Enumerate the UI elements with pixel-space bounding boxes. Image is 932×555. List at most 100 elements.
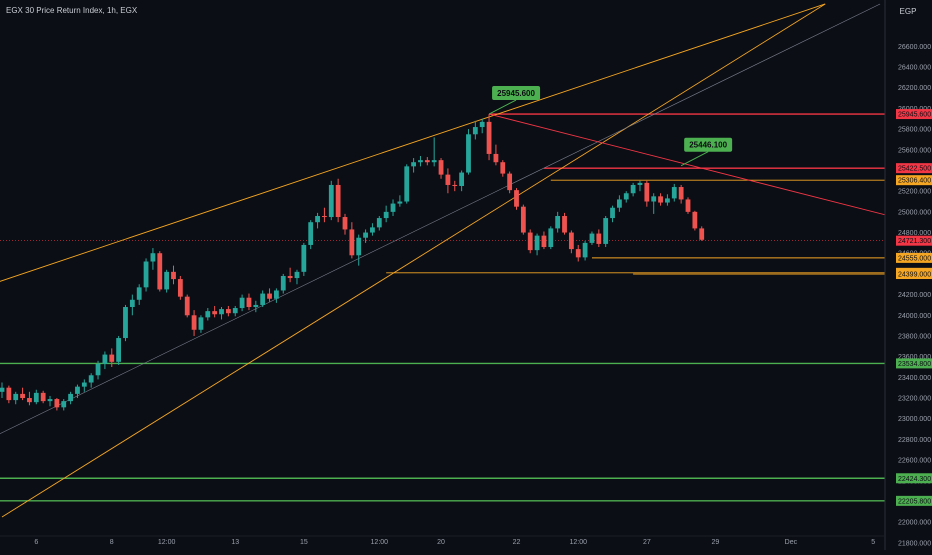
candle-body <box>349 229 355 256</box>
price-tag-label: 24399.000 <box>898 272 931 279</box>
price-tag-label: 25422.500 <box>898 166 931 173</box>
candle-body <box>164 271 170 290</box>
trend-line[interactable] <box>0 3 881 439</box>
candle-body <box>548 228 554 248</box>
candle-body <box>418 160 423 163</box>
candle-body <box>75 386 80 394</box>
trend-line[interactable] <box>0 3 826 285</box>
candle-body <box>246 297 252 308</box>
candle-body <box>459 172 465 186</box>
y-tick-label: 25200.000 <box>898 189 931 196</box>
candle-body <box>102 354 108 364</box>
candle-body <box>129 299 135 308</box>
y-tick-label: 26600.000 <box>898 44 931 51</box>
candle-body <box>383 211 389 219</box>
price-tag-label: 22205.800 <box>898 498 931 505</box>
candle-body <box>109 354 115 362</box>
y-tick-label: 24200.000 <box>898 292 931 299</box>
y-tick-label: 24800.000 <box>898 230 931 237</box>
y-tick-label: 23200.000 <box>898 396 931 403</box>
candle-body <box>280 275 286 291</box>
price-tag-label: 24721.300 <box>898 238 931 245</box>
candle-body <box>582 242 588 258</box>
candle-body <box>177 279 183 297</box>
candle-body <box>555 215 561 229</box>
candle-body <box>253 304 259 308</box>
candles <box>0 114 705 411</box>
candle-body <box>123 307 128 339</box>
trend-line[interactable] <box>488 113 894 218</box>
candle-body <box>438 160 444 175</box>
candle-body <box>157 253 163 290</box>
price-tag <box>896 163 932 174</box>
candle-body <box>95 363 101 376</box>
candle-body <box>267 293 272 299</box>
candle-body <box>466 134 471 173</box>
price-tag-label: 23534.800 <box>898 361 931 368</box>
candle-body <box>575 249 581 258</box>
candle-body <box>116 338 122 362</box>
y-tick-label: 22800.000 <box>898 437 931 444</box>
currency-label: EGP <box>900 7 917 16</box>
candle-body <box>623 193 629 200</box>
candle-body <box>322 215 327 218</box>
candle-body <box>404 166 410 202</box>
price-tag <box>896 175 932 186</box>
candle-body <box>630 184 636 194</box>
y-tick-label: 25600.000 <box>898 147 931 154</box>
callout-pointer <box>680 151 709 167</box>
y-tick-label: 26200.000 <box>898 85 931 92</box>
x-tick-label: 22 <box>513 539 521 546</box>
trend-line[interactable] <box>1 3 826 518</box>
price-tag <box>896 269 932 280</box>
x-tick-label: 12:00 <box>569 539 587 546</box>
x-tick-label: 12:00 <box>158 539 176 546</box>
x-tick-label: Dec <box>785 539 798 546</box>
candle-body <box>486 121 492 154</box>
candle-body <box>232 308 238 314</box>
price-tag <box>896 495 932 506</box>
candle-body <box>424 160 430 163</box>
candle-body <box>692 211 698 229</box>
candle-body <box>294 271 300 279</box>
candle-body <box>68 393 73 402</box>
candle-body <box>493 153 499 163</box>
x-tick-label: 27 <box>643 539 651 546</box>
candle-body <box>658 196 663 203</box>
candle-body <box>637 182 643 185</box>
candle-body <box>308 222 314 245</box>
candle-body <box>150 253 156 262</box>
horizontal-levels <box>0 113 885 502</box>
candle-body <box>205 311 211 318</box>
candle-body <box>260 293 266 305</box>
candle-body <box>699 228 705 240</box>
candle-body <box>452 184 458 186</box>
candle-body <box>0 387 5 392</box>
candle-body <box>88 375 94 383</box>
candle-body <box>411 162 416 167</box>
y-tick-label: 23800.000 <box>898 333 931 340</box>
candle-body <box>136 287 142 300</box>
price-tag <box>896 235 932 246</box>
chart-title: EGX 30 Price Return Index, 1h, EGX <box>6 6 138 15</box>
y-tick-label: 26400.000 <box>898 65 931 72</box>
candle-body <box>363 232 368 238</box>
candle-body <box>191 315 197 330</box>
candle-body <box>61 401 67 408</box>
price-callouts: 25945.600 25446.100 <box>488 86 733 167</box>
candle-body <box>376 218 382 228</box>
y-tick-label: 23000.000 <box>898 416 931 423</box>
candle-body <box>678 187 684 200</box>
candle-body <box>54 399 60 408</box>
candle-body <box>397 201 403 204</box>
candle-body <box>589 233 595 243</box>
candle-body <box>685 199 691 212</box>
x-tick-label: 8 <box>110 539 114 546</box>
callout-label: 25446.100 <box>689 141 727 150</box>
candle-body <box>541 235 547 248</box>
callout-pointer <box>488 99 517 115</box>
candle-body <box>225 309 231 314</box>
